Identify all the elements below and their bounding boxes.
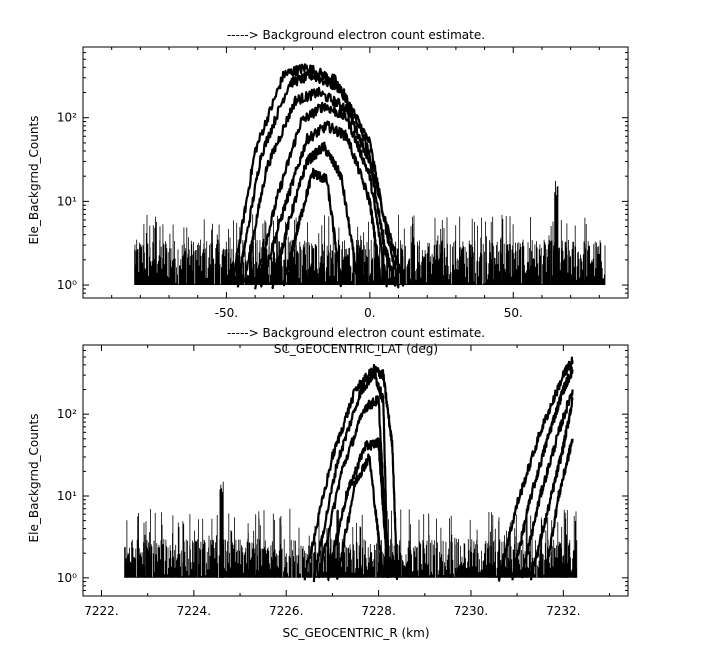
series-line <box>544 438 574 577</box>
x-tick-label: -50. <box>215 306 238 320</box>
plot-frame <box>82 46 629 299</box>
x-tick-label: 7230. <box>454 604 488 618</box>
series-line <box>236 70 400 289</box>
series-line <box>497 356 574 582</box>
series-line <box>511 366 574 581</box>
x-tick-label: 7228. <box>361 604 395 618</box>
series-line <box>335 453 385 580</box>
spike <box>219 481 224 578</box>
series-line <box>529 396 574 581</box>
x-axis-label: SC_GEOCENTRIC_R (km) <box>283 626 430 640</box>
plot-area <box>134 63 606 290</box>
series-line <box>520 389 574 579</box>
plot-frame <box>82 344 629 597</box>
series-line <box>254 101 389 290</box>
series-line <box>303 363 399 581</box>
x-tick-label: 7222. <box>84 604 118 618</box>
spike <box>554 180 559 285</box>
y-axis: 10⁰ 10¹ 10² <box>57 46 628 299</box>
y-tick-label: 10² <box>57 407 77 421</box>
series-line <box>327 437 389 582</box>
y-tick-label: 10¹ <box>57 194 77 208</box>
series-line <box>259 120 383 288</box>
series-line <box>282 167 343 288</box>
chart-title: -----> Background electron count estimat… <box>227 28 485 42</box>
chart-panel-radius: -----> Background electron count estimat… <box>27 326 629 640</box>
noise-spikes <box>126 508 577 578</box>
series-line <box>312 368 389 583</box>
series-line <box>242 86 397 287</box>
y-axis-label: Ele_Backgrnd_Counts <box>27 116 41 245</box>
x-tick-label: 7232. <box>546 604 580 618</box>
y-axis-label: Ele_Backgrnd_Counts <box>27 414 41 543</box>
x-axis: 7222. 7224. 7226. 7228. 7230. 7232. <box>84 345 611 618</box>
y-tick-label: 10¹ <box>57 489 77 503</box>
plot-area <box>124 356 578 583</box>
chart-title: -----> Background electron count estimat… <box>227 326 485 340</box>
x-axis-label: SC_GEOCENTRIC_LAT (deg) <box>274 342 438 356</box>
series-line <box>317 395 389 579</box>
x-tick-label: 50. <box>504 306 523 320</box>
y-tick-label: 10² <box>57 111 77 125</box>
series-line <box>271 141 360 290</box>
y-tick-label: 10⁰ <box>57 278 77 292</box>
y-tick-label: 10⁰ <box>57 571 77 585</box>
x-tick-label: 7224. <box>177 604 211 618</box>
x-tick-label: 7226. <box>269 604 303 618</box>
x-tick-label: 0. <box>364 306 375 320</box>
chart-panel-latitude: -----> Background electron count estimat… <box>27 28 629 356</box>
y-axis: 10⁰ 10¹ 10² <box>57 344 628 597</box>
noise-floor <box>134 239 606 285</box>
